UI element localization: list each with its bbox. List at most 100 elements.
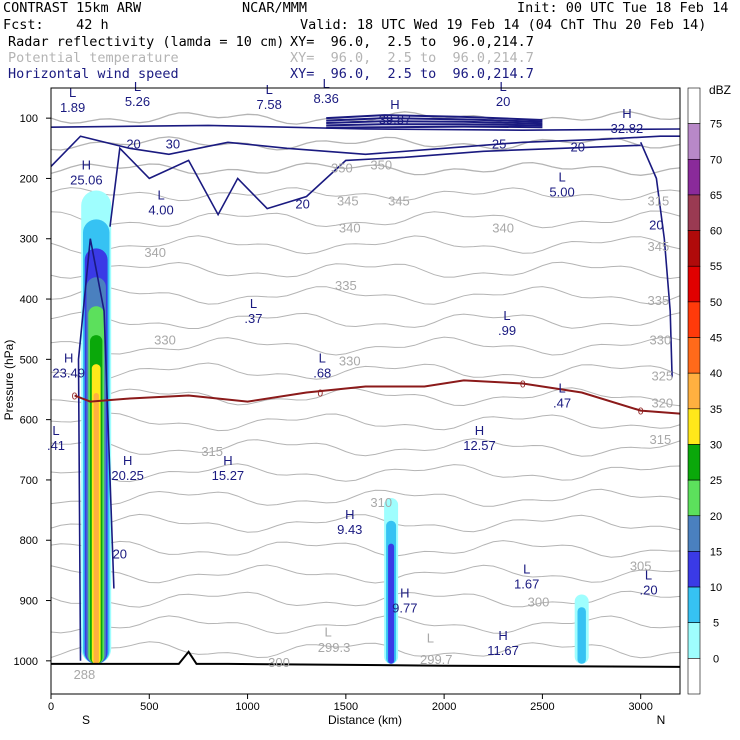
header-line2-left: Fcst: 42 h [3, 17, 109, 33]
wind-extremum-kind: H [345, 507, 354, 522]
wind-extremum-value: .68 [313, 365, 331, 380]
header-line1-left: CONTRAST 15km ARW [3, 0, 142, 16]
theta-label: 299.7 [420, 652, 453, 667]
wind-extremum-value: 1.89 [60, 100, 85, 115]
theta-contour [51, 286, 680, 305]
wind-contour-label: 20 [571, 139, 585, 154]
theta-label: 335 [648, 293, 670, 308]
wind-extremum-value: 11.67 [487, 643, 519, 658]
plot-frame [50, 87, 681, 695]
header-line1-right: Init: 00 UTC Tue 18 Feb 14 [517, 0, 729, 16]
field-theta-xy: XY= 96.0, 2.5 to 96.0,214.7 [290, 50, 534, 66]
freezing-level-label: 0 [318, 389, 324, 400]
wind-extremum-kind: L [558, 381, 565, 396]
theta-contour [51, 235, 680, 255]
y-axis-title: Pressure (hPa) [2, 340, 16, 421]
colorbar-label: 70 [710, 154, 722, 166]
reflectivity-cell [388, 543, 395, 664]
field-reflectivity-xy: XY= 96.0, 2.5 to 96.0,214.7 [290, 34, 534, 50]
wind-extremum-kind: L [645, 567, 652, 582]
theta-label: 340 [492, 221, 514, 236]
wind-extremum-value: 23.49 [52, 365, 85, 380]
freezing-level-label: 0 [520, 379, 526, 390]
theta-label: 325 [651, 368, 673, 383]
theta-label: 305 [630, 558, 652, 573]
wind-extremum-kind: H [400, 586, 409, 601]
colorbar-swatch [687, 622, 701, 659]
theta-label: 330 [154, 332, 176, 347]
header-line1-center: NCAR/MMM [242, 0, 308, 16]
wind-extremum-kind: L [319, 350, 326, 365]
wind-extremum-value: 15.27 [212, 468, 245, 483]
theta-contour [51, 488, 680, 507]
wind-contour [51, 124, 680, 132]
x-tick-label: 3000 [628, 701, 652, 713]
theta-label: 299.3 [318, 640, 351, 655]
wind-contour [51, 135, 680, 167]
wind-extremum-kind: L [499, 79, 506, 94]
field-reflectivity-label: Radar reflectivity (lamda = 10 cm) [8, 34, 285, 50]
x-tick-label: 0 [48, 701, 54, 713]
theta-contour [51, 336, 680, 356]
wind-extremum-kind: L [134, 79, 141, 94]
y-tick-label: 800 [20, 535, 38, 547]
colorbar-swatch [687, 515, 701, 552]
theta-contour [51, 136, 680, 151]
theta-label: 320 [651, 396, 673, 411]
wind-contour [77, 238, 115, 661]
theta-contour [51, 161, 680, 176]
x-end-label-right: N [657, 713, 666, 727]
theta-label: 350 [370, 157, 392, 172]
wind-contour-label: 20 [295, 197, 309, 212]
colorbar-swatch [687, 479, 701, 517]
theta-contour [51, 187, 680, 202]
wind-extremum-kind: L [503, 308, 510, 323]
theta-label: 288 [74, 667, 96, 682]
colorbar-swatch [687, 301, 701, 338]
wind-contour [326, 117, 543, 123]
field-theta-label: Potential temperature [8, 50, 179, 66]
colorbar-label: 75 [710, 119, 722, 131]
colorbar-swatch [687, 337, 701, 374]
colorbar-swatch [687, 194, 701, 231]
theta-label: L [427, 631, 434, 646]
colorbar-label: 25 [710, 475, 722, 487]
colorbar-swatch [687, 372, 701, 410]
wind-extremum-kind: L [157, 188, 164, 203]
theta-contour [51, 513, 680, 533]
wind-contour-label: 20 [113, 546, 127, 561]
y-tick-label: 1000 [14, 656, 38, 668]
wind-contour [639, 141, 673, 378]
colorbar-swatch [687, 586, 701, 624]
y-tick-label: 500 [20, 354, 38, 366]
theta-label: 350 [331, 160, 353, 175]
colorbar-label: 30 [710, 439, 722, 451]
wind-extremum-value: 20.25 [111, 468, 144, 483]
y-tick-label: 700 [20, 475, 38, 487]
field-wind-xy: XY= 96.0, 2.5 to 96.0,214.7 [290, 66, 534, 82]
field-wind-label: Horizontal wind speed [8, 66, 179, 82]
wind-extremum-kind: L [323, 76, 330, 91]
wind-extremum-kind: L [52, 423, 59, 438]
theta-label: 345 [337, 194, 359, 209]
x-axis-title: Distance (km) [328, 713, 402, 727]
terrain-line [51, 650, 680, 668]
colorbar-swatch [687, 265, 701, 303]
wind-extremum-kind: H [498, 628, 507, 643]
wind-extremum-value: .47 [553, 396, 571, 411]
wind-extremum-value: .37 [244, 311, 262, 326]
colorbar-swatch [687, 551, 701, 588]
freezing-level-label: 0 [72, 392, 78, 403]
colorbar-label: 20 [710, 511, 722, 523]
colorbar-swatch [687, 123, 701, 160]
y-tick-label: 200 [20, 173, 38, 185]
wind-extremum-value: 9.43 [337, 522, 362, 537]
colorbar-label: 65 [710, 190, 722, 202]
theta-contour [51, 261, 680, 280]
x-tick-label: 500 [140, 701, 158, 713]
wind-extremum-value: 9.77 [392, 601, 417, 616]
theta-label: 345 [648, 239, 670, 254]
theta-label: 310 [370, 495, 392, 510]
theta-label: 340 [339, 221, 361, 236]
wind-contour [326, 125, 543, 129]
